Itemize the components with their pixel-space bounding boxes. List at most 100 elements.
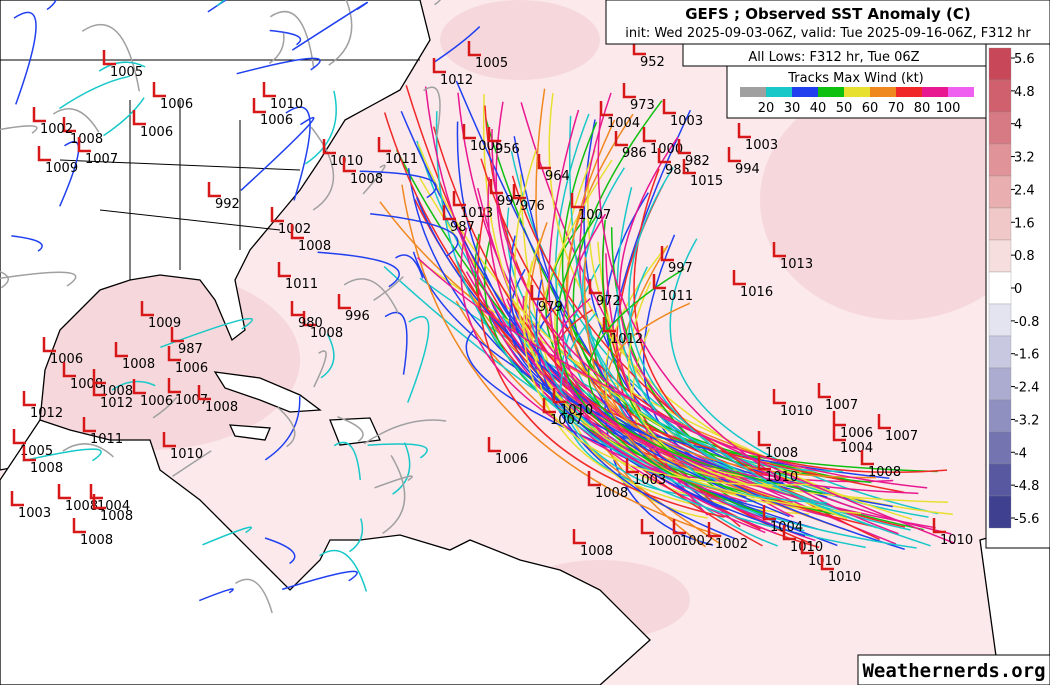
low-pressure: 1008 bbox=[580, 544, 613, 559]
low-pressure: 987 bbox=[178, 342, 203, 357]
low-marker bbox=[377, 137, 391, 153]
low-pressure: 1010 bbox=[170, 447, 203, 462]
track bbox=[313, 350, 327, 388]
low-marker bbox=[452, 191, 466, 207]
low-pressure: 1004 bbox=[607, 116, 640, 131]
low-pressure: 1008 bbox=[65, 499, 98, 514]
low-pressure: 1003 bbox=[633, 473, 666, 488]
low-marker bbox=[625, 458, 639, 474]
track bbox=[601, 219, 755, 499]
track bbox=[367, 443, 428, 459]
colorbar-step bbox=[988, 399, 1012, 433]
wind-color bbox=[896, 87, 922, 97]
track bbox=[548, 93, 912, 520]
low-marker bbox=[860, 450, 874, 466]
low-marker bbox=[602, 317, 616, 333]
low-pressure: 1010 bbox=[330, 154, 363, 169]
track bbox=[566, 119, 876, 479]
track bbox=[488, 295, 790, 518]
low-pressure: 1008 bbox=[765, 446, 798, 461]
colorbar-step bbox=[988, 175, 1012, 209]
low-marker bbox=[530, 285, 544, 301]
low-pressure: 1008 bbox=[205, 400, 238, 415]
track bbox=[582, 167, 845, 512]
low-marker bbox=[662, 99, 676, 115]
low-pressure: 996 bbox=[345, 309, 370, 324]
track bbox=[343, 278, 399, 314]
low-marker bbox=[772, 242, 786, 258]
low-pressure: 976 bbox=[520, 199, 545, 214]
footer-box bbox=[857, 654, 1050, 686]
track bbox=[628, 167, 877, 529]
low-marker bbox=[167, 346, 181, 362]
track bbox=[199, 588, 234, 602]
low-pressure: 1008 bbox=[80, 533, 113, 548]
track bbox=[370, 212, 459, 257]
low-marker bbox=[114, 342, 128, 358]
track bbox=[491, 128, 928, 489]
low-marker bbox=[640, 519, 654, 535]
low-marker bbox=[832, 426, 846, 442]
wind-color bbox=[922, 87, 948, 97]
low-pressure: 1003 bbox=[18, 506, 51, 521]
low-pressure: 997 bbox=[497, 194, 522, 209]
low-marker bbox=[82, 417, 96, 433]
wind-color bbox=[818, 87, 844, 97]
low-pressure: 1009 bbox=[148, 316, 181, 331]
track bbox=[432, 26, 481, 64]
low-pressure: 1007 bbox=[825, 398, 858, 413]
track bbox=[548, 109, 701, 488]
storm-tracks bbox=[0, 0, 955, 614]
low-marker bbox=[442, 205, 456, 221]
track bbox=[22, 448, 102, 462]
footer: Weathernerds.org bbox=[862, 660, 1045, 682]
low-pressure: 956 bbox=[495, 142, 520, 157]
low-pressure: 1015 bbox=[690, 174, 723, 189]
low-pressure: 1006 bbox=[175, 361, 208, 376]
track bbox=[216, 0, 226, 7]
low-marker bbox=[570, 193, 584, 209]
low-marker bbox=[537, 154, 551, 170]
low-pressure: 1008 bbox=[868, 465, 901, 480]
low-pressure: 1002 bbox=[40, 122, 73, 137]
low-marker bbox=[462, 124, 476, 140]
low-marker bbox=[77, 137, 91, 153]
track bbox=[202, 526, 252, 546]
colorbar-step bbox=[988, 207, 1012, 241]
track bbox=[59, 75, 130, 110]
track bbox=[529, 315, 828, 504]
track bbox=[11, 235, 43, 252]
low-marker bbox=[92, 381, 106, 397]
low-pressure: 1012 bbox=[100, 396, 133, 411]
track bbox=[401, 184, 722, 537]
colorbar-tick-label: -0.8 bbox=[1014, 315, 1039, 330]
wind-scale: 20 30 40 50 60 70 80 100 bbox=[740, 87, 974, 116]
colorbar: 5.6 4.8 4 3.2 2.4 1.6 0.8 0 -0.8 -1.6 -2.4 -3.2 -4 -4… bbox=[988, 47, 1039, 529]
wind-level: 60 bbox=[862, 101, 879, 116]
low-marker bbox=[757, 455, 771, 471]
track bbox=[285, 106, 311, 201]
track bbox=[562, 213, 919, 495]
low-marker bbox=[12, 429, 26, 445]
track bbox=[264, 537, 296, 565]
low-pressure: 1009 bbox=[45, 161, 78, 176]
low-marker bbox=[632, 40, 646, 56]
track bbox=[553, 309, 905, 494]
low-marker bbox=[337, 294, 351, 310]
low-pressure: 1010 bbox=[780, 404, 813, 419]
low-pressure: 1006 bbox=[495, 452, 528, 467]
low-marker bbox=[542, 398, 556, 414]
low-marker bbox=[290, 301, 304, 317]
track bbox=[383, 112, 874, 528]
track bbox=[556, 215, 763, 515]
track bbox=[618, 136, 952, 535]
low-pressure: 1004 bbox=[840, 441, 873, 456]
track bbox=[535, 159, 701, 507]
track bbox=[46, 0, 57, 11]
low-pressure: 1011 bbox=[385, 152, 418, 167]
low-pressure: 972 bbox=[596, 294, 621, 309]
low-marker bbox=[92, 494, 106, 510]
wind-level: 100 bbox=[936, 101, 961, 116]
low-marker bbox=[432, 58, 446, 74]
low-marker bbox=[727, 147, 741, 163]
